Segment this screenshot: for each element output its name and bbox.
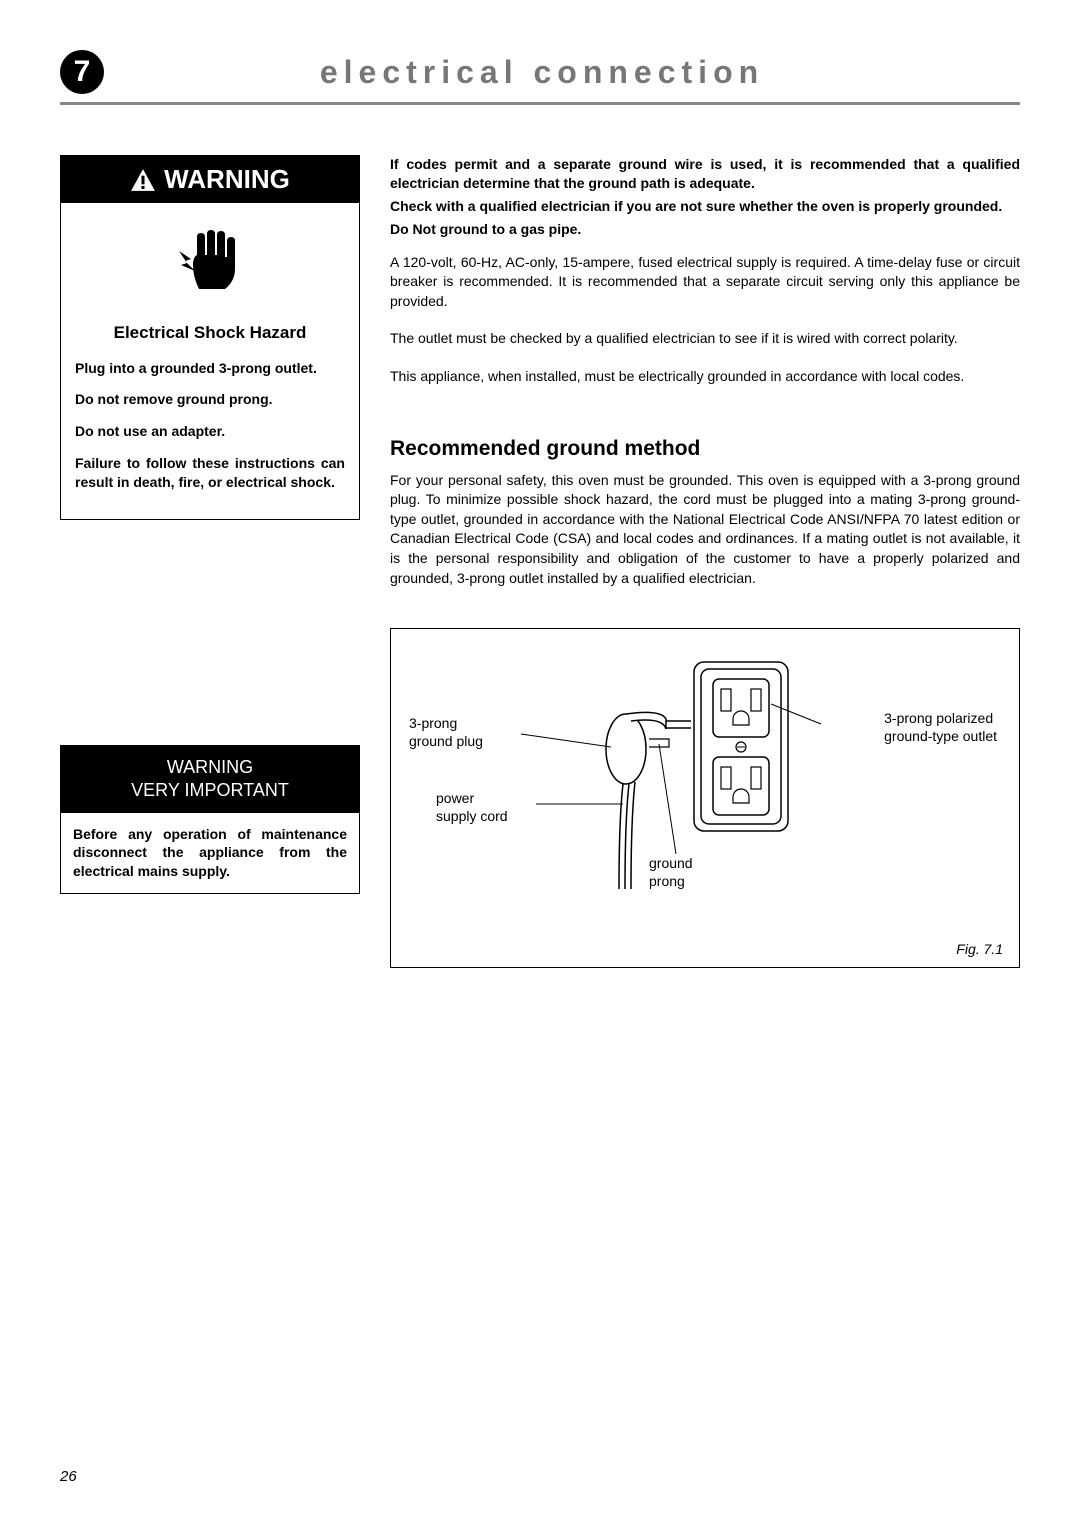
page-header: 7 electrical connection <box>60 50 1020 105</box>
warning-triangle-icon <box>130 168 156 192</box>
shock-hand-icon <box>169 221 251 303</box>
figure-label-outlet: 3-prong polarizedground-type outlet <box>884 709 997 745</box>
right-column: If codes permit and a separate ground wi… <box>390 155 1020 968</box>
important-body: Before any operation of maintenance disc… <box>61 813 359 894</box>
body-paragraph: For your personal safety, this oven must… <box>390 471 1020 589</box>
important-header-line1: WARNING <box>167 757 253 777</box>
body-paragraph: The outlet must be checked by a qualifie… <box>390 329 1020 349</box>
bold-paragraph: Check with a qualified electrician if yo… <box>390 197 1020 216</box>
body-paragraph: This appliance, when installed, must be … <box>390 367 1020 387</box>
warning-line: Do not remove ground prong. <box>75 390 345 410</box>
warning-line: Failure to follow these instructions can… <box>75 454 345 493</box>
bold-paragraph: If codes permit and a separate ground wi… <box>390 155 1020 193</box>
left-column: WARNING Electrical Shock Hazard Plug int… <box>60 155 360 968</box>
important-header: WARNING VERY IMPORTANT <box>61 746 359 813</box>
figure-label-cord: powersupply cord <box>436 789 508 825</box>
figure-caption: Fig. 7.1 <box>956 941 1003 957</box>
warning-box: WARNING Electrical Shock Hazard Plug int… <box>60 155 360 520</box>
figure-label-prong: groundprong <box>649 854 693 890</box>
figure-box: 3-prongground plug powersupply cord grou… <box>390 628 1020 968</box>
section-number-badge: 7 <box>60 50 104 94</box>
ground-plug-diagram <box>401 639 991 919</box>
section-title: electrical connection <box>124 54 1020 91</box>
warning-header-text: WARNING <box>164 164 290 195</box>
figure-label-plug: 3-prongground plug <box>409 714 483 750</box>
warning-line: Plug into a grounded 3-prong outlet. <box>75 359 345 379</box>
hazard-title: Electrical Shock Hazard <box>75 321 345 345</box>
bold-paragraph: Do Not ground to a gas pipe. <box>390 220 1020 239</box>
page-number: 26 <box>60 1468 77 1485</box>
warning-body: Electrical Shock Hazard Plug into a grou… <box>61 203 359 519</box>
important-box: WARNING VERY IMPORTANT Before any operat… <box>60 745 360 894</box>
content-columns: WARNING Electrical Shock Hazard Plug int… <box>60 155 1020 968</box>
important-header-line2: VERY IMPORTANT <box>131 780 289 800</box>
warning-header: WARNING <box>61 156 359 203</box>
body-paragraph: A 120-volt, 60-Hz, AC-only, 15-ampere, f… <box>390 253 1020 312</box>
subheading: Recommended ground method <box>390 437 1020 461</box>
warning-line: Do not use an adapter. <box>75 422 345 442</box>
